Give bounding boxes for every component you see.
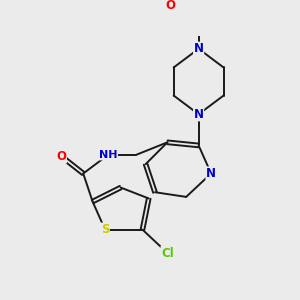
Text: N: N — [206, 167, 216, 180]
Text: O: O — [166, 0, 176, 12]
Text: NH: NH — [99, 150, 117, 160]
Text: S: S — [101, 223, 109, 236]
Text: O: O — [56, 150, 66, 163]
Text: Cl: Cl — [161, 247, 174, 260]
Text: N: N — [194, 108, 204, 121]
Text: N: N — [194, 42, 204, 55]
